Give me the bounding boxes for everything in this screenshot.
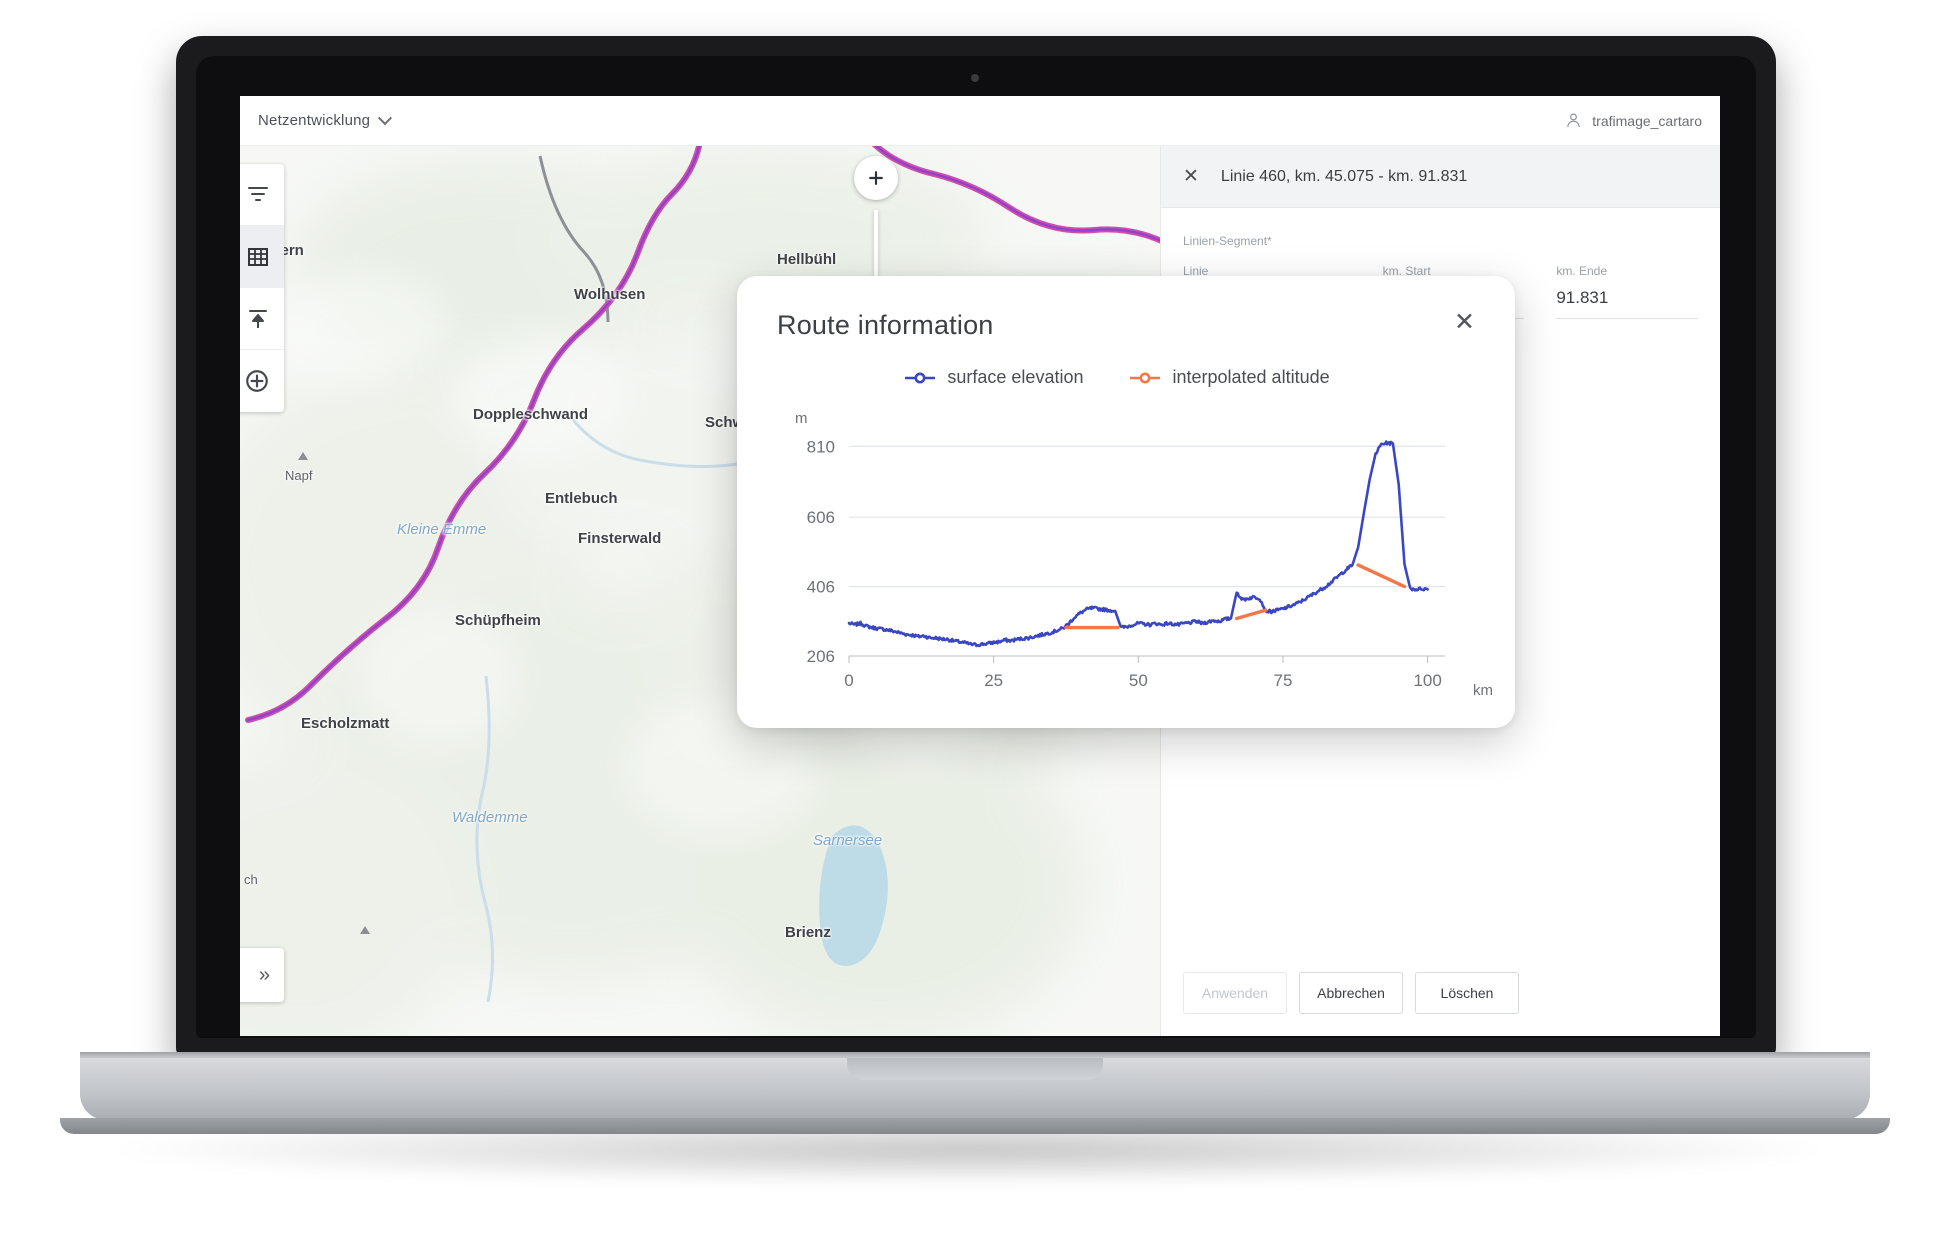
laptop-notch [847, 1058, 1103, 1080]
delete-button[interactable]: Löschen [1415, 972, 1519, 1014]
field-label: km. Ende [1556, 264, 1608, 278]
x-axis-tick-label: 25 [984, 671, 1003, 690]
close-dialog-icon[interactable]: ✕ [1454, 308, 1475, 336]
field-km-ende: km. Ende 91.831 [1556, 264, 1699, 319]
dialog-header: Route information ✕ [737, 276, 1515, 341]
user-menu[interactable]: trafimage_cartaro [1565, 112, 1702, 129]
export-button[interactable] [240, 288, 284, 350]
map-toolbar [240, 164, 284, 412]
y-axis-tick-label: 406 [807, 578, 835, 597]
user-icon [1567, 113, 1581, 127]
zoom-control [854, 156, 898, 330]
filter-button[interactable] [240, 164, 284, 226]
x-axis-unit: km [1473, 682, 1493, 699]
series-interpolated-altitude [1356, 563, 1407, 589]
chart-plot: 206 406 606 810 0 25 50 75 100 [807, 437, 1445, 690]
dialog-title: Route information [777, 310, 994, 340]
legend-marker-icon [1130, 372, 1161, 383]
field-label: km. Start [1382, 264, 1431, 278]
y-axis-tick-label: 206 [807, 647, 835, 666]
table-button[interactable] [240, 226, 284, 288]
x-axis-tick-label: 50 [1129, 671, 1148, 690]
x-axis-tick-label: 75 [1274, 671, 1293, 690]
field-value[interactable]: 91.831 [1556, 288, 1699, 319]
y-axis-tick-label: 810 [807, 437, 835, 456]
mountain-peak-icon [298, 452, 308, 460]
export-icon [249, 309, 267, 328]
x-axis-tick-label: 0 [844, 671, 853, 690]
y-axis-tick-label: 606 [807, 508, 835, 527]
expand-sidebar-button[interactable]: » [240, 948, 284, 1002]
chart-legend: surface elevation interpolated altitude [737, 367, 1515, 388]
close-panel-icon[interactable]: ✕ [1183, 166, 1199, 187]
mountain-peak-icon [360, 926, 370, 934]
legend-label: interpolated altitude [1172, 367, 1330, 387]
chevron-down-icon [378, 110, 393, 125]
series-interpolated-altitude [1234, 608, 1268, 621]
apply-button[interactable]: Anwenden [1183, 972, 1287, 1014]
zoom-slider[interactable] [874, 210, 878, 330]
panel-header: ✕ Linie 460, km. 45.075 - km. 91.831 [1161, 146, 1720, 208]
table-icon [248, 247, 268, 266]
workspace-selector[interactable]: Netzentwicklung [258, 110, 393, 129]
double-chevron-right-icon: » [258, 963, 270, 986]
panel-footer: Anwenden Abbrechen Löschen [1161, 972, 1720, 1014]
laptop-foot [60, 1118, 1890, 1134]
legend-marker-icon [905, 372, 936, 383]
webcam-icon [971, 74, 979, 82]
username-label: trafimage_cartaro [1592, 112, 1702, 129]
fieldset-label: Linien-Segment* [1183, 234, 1272, 248]
add-icon [246, 370, 268, 392]
add-button[interactable] [240, 350, 284, 412]
zoom-in-button[interactable] [854, 156, 898, 200]
panel-title: Linie 460, km. 45.075 - km. 91.831 [1220, 167, 1468, 185]
route-information-dialog: Route information ✕ surface elevation in… [737, 276, 1515, 728]
app-topbar: Netzentwicklung trafimage_cartaro [240, 96, 1720, 146]
x-axis-tick-label: 100 [1413, 671, 1441, 690]
elevation-chart: m 206 406 606 810 0 25 50 75 100 km [737, 404, 1515, 709]
legend-item-interpolated-altitude[interactable]: interpolated altitude [1129, 367, 1330, 388]
plus-icon [869, 171, 883, 185]
workspace-label: Netzentwicklung [258, 112, 371, 129]
legend-label: surface elevation [947, 367, 1084, 387]
y-axis-unit: m [795, 410, 808, 427]
legend-item-surface-elevation[interactable]: surface elevation [904, 367, 1083, 388]
field-label: Linie [1183, 264, 1209, 278]
laptop-hinge [80, 1052, 1870, 1062]
filter-icon [248, 186, 268, 201]
cancel-button[interactable]: Abbrechen [1299, 972, 1403, 1014]
series-surface-elevation [847, 440, 1429, 648]
